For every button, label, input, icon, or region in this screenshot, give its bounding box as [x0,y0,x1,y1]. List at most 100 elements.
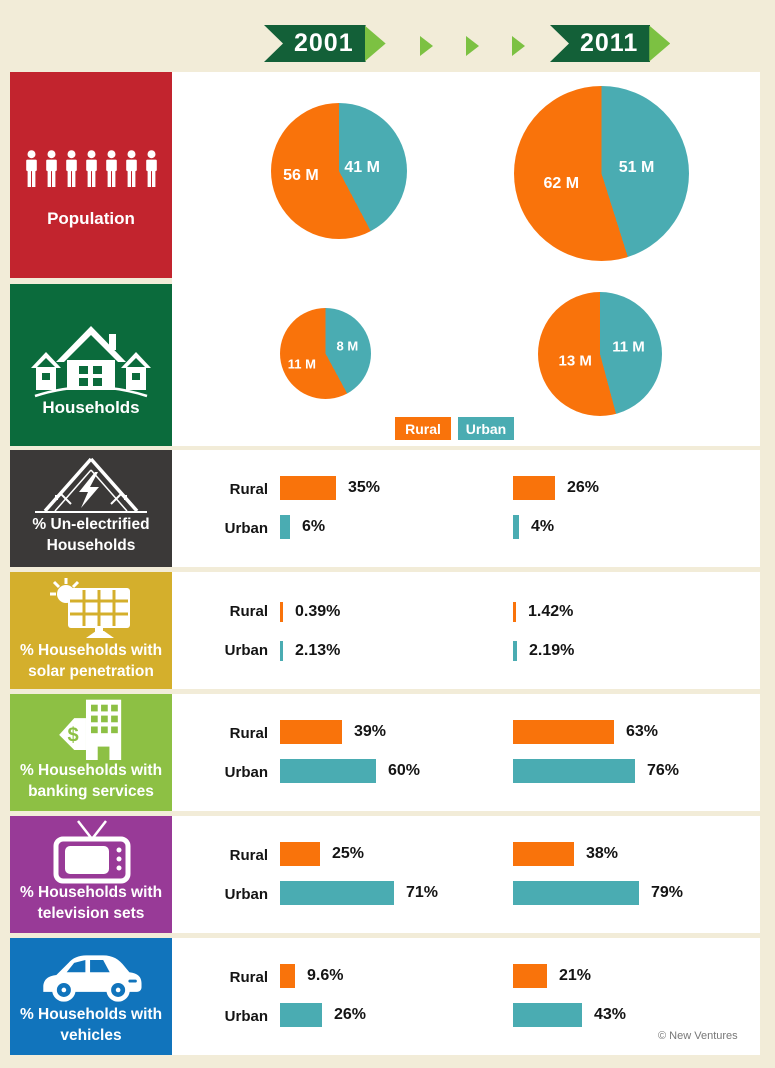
unelectrified-category: % Un-electrified Households [10,450,172,567]
bar-unelectrified-urban-2001 [280,515,290,539]
urban-row-label: Urban [224,642,268,659]
bar-line: 2.13% [280,639,340,663]
bar-line: 0.39% [280,600,340,624]
people-icon [10,150,172,188]
bar-value: 9.6% [307,967,344,984]
pie-urban-value: 41 M [344,159,380,177]
bar-value: 76% [647,762,680,779]
urban-row-label: Urban [224,764,268,781]
bar-value: 2.13% [295,642,341,659]
bar-solar-urban-2011 [513,641,517,661]
unelectrified-label-line1: % Un-electrified [32,516,150,533]
arrow-tip-icon [649,25,671,62]
television-category: % Households with television sets [10,816,172,933]
bar-value: 1.42% [528,603,574,620]
pie-population-2011: 62 M 51 M [514,86,689,261]
bar-vehicles-rural-2001 [280,964,295,988]
bar-solar-urban-2001 [280,641,283,661]
bar-value: 60% [388,762,421,779]
bar-unelectrified-rural-2001 [280,476,336,500]
bar-value: 71% [406,884,439,901]
rural-row-label: Rural [229,847,268,864]
bar-solar-rural-2001 [280,602,283,622]
urban-row-label: Urban [224,520,268,537]
bank-building-icon: $ [10,698,172,760]
bar-value: 39% [354,723,387,740]
bar-line: 6% [280,515,325,539]
houses-icon [10,322,172,400]
solar-label-line1: % Households with [19,642,163,659]
pie-rural-value: 56 M [283,167,319,185]
year-banner-2011: 2011 [550,25,671,62]
unelectrified-chart-panel: Rural Urban 35% 6% 26% 4% [172,450,760,567]
bar-line: 26% [280,1003,366,1027]
bar-value: 35% [348,479,381,496]
television-icon [10,820,172,884]
bar-line: 26% [513,476,599,500]
rural-row-label: Rural [229,725,268,742]
rural-row-label: Rural [229,969,268,986]
households-label: Households [42,398,140,417]
solar-category: % Households with solar penetration [10,572,172,689]
bar-line: 1.42% [513,600,573,624]
bar-line: 21% [513,964,591,988]
banking-label-line2: banking services [28,783,154,800]
bar-line: 2.19% [513,639,574,663]
television-chart-panel: Rural Urban 25% 71% 38% 79% [172,816,760,933]
bar-vehicles-urban-2001 [280,1003,322,1027]
vehicles-label-line2: vehicles [60,1027,122,1044]
bar-value: 6% [302,518,326,535]
urban-row-label: Urban [224,886,268,903]
bar-vehicles-urban-2011 [513,1003,582,1027]
population-label: Population [47,209,135,228]
pie-urban-value: 8 M [336,338,359,354]
legend: Rural Urban [395,417,514,440]
urban-row-label: Urban [224,1008,268,1025]
bar-unelectrified-rural-2011 [513,476,555,500]
bar-television-rural-2001 [280,842,320,866]
car-icon [10,946,172,1004]
bar-value: 63% [626,723,659,740]
legend-rural: Rural [395,417,451,440]
rural-row-label: Rural [229,481,268,498]
pie-households-2011: 13 M 11 M [538,292,662,416]
arrow-tip-icon [364,25,386,62]
bar-television-urban-2001 [280,881,394,905]
vehicles-category: % Households with vehicles [10,938,172,1055]
bar-value: 21% [559,967,592,984]
solar-label-line2: solar penetration [28,663,154,680]
credit-text: © New Ventures [658,1030,738,1042]
bar-line: 35% [280,476,380,500]
year-2011-label: 2011 [550,25,651,62]
bar-line: 9.6% [280,964,343,988]
unelectrified-house-icon [10,456,172,514]
pie-households-2001: 11 M 8 M [280,308,371,399]
bar-banking-rural-2011 [513,720,614,744]
bar-line: 79% [513,881,683,905]
bar-value: 26% [567,479,600,496]
banking-category: $ % Households with banking services [10,694,172,811]
bar-value: 43% [594,1006,627,1023]
bar-line: 71% [280,881,438,905]
bar-unelectrified-urban-2011 [513,515,519,539]
bar-television-rural-2011 [513,842,574,866]
svg-text:$: $ [68,725,79,747]
bar-banking-rural-2001 [280,720,342,744]
pie-urban-value: 11 M [612,338,645,356]
bar-value: 2.19% [529,642,575,659]
television-label-line2: television sets [37,905,145,922]
pie-rural-value: 62 M [543,175,580,192]
chevron-right-icon [466,36,479,56]
year-banner-2001: 2001 [264,25,386,62]
bar-value: 0.39% [295,603,341,620]
banking-chart-panel: Rural Urban 39% 60% 63% 76% [172,694,760,811]
bar-banking-urban-2011 [513,759,635,783]
bar-value: 38% [586,845,619,862]
bar-value: 79% [651,884,684,901]
bar-line: 39% [280,720,386,744]
pie-urban-value: 51 M [618,159,655,177]
bar-value: 4% [531,518,555,535]
bar-banking-urban-2001 [280,759,376,783]
chevron-right-icon [512,36,525,56]
